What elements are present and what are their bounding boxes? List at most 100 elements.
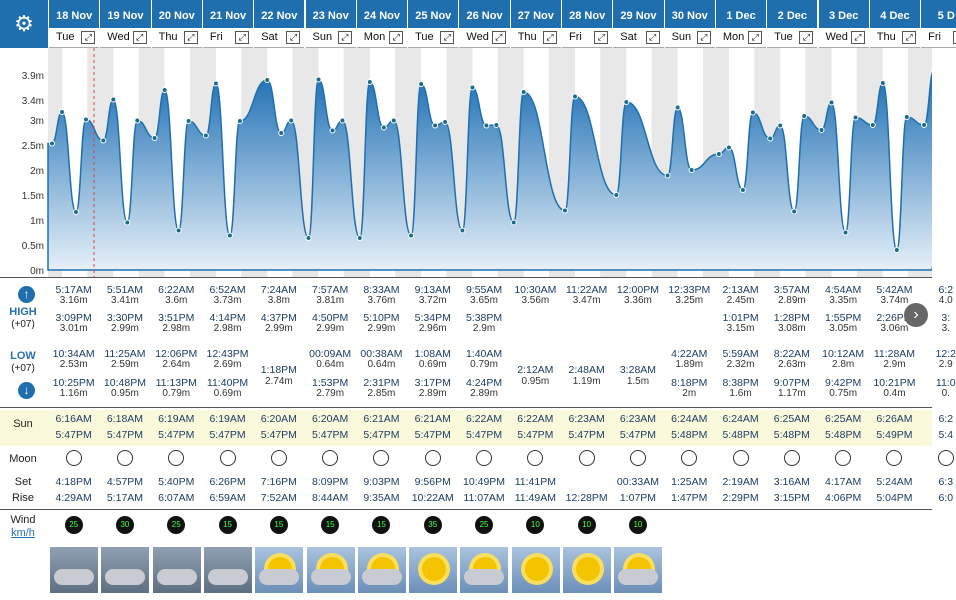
scroll-down-icon[interactable]: ↓ xyxy=(18,382,35,399)
day-date: 21 Nov xyxy=(202,0,254,32)
low2-value: 10:21PM xyxy=(873,377,916,389)
moonset-label: Set xyxy=(14,476,32,488)
tide-point xyxy=(903,114,910,120)
day-header[interactable]: 28 Nov Fri ⤢ xyxy=(561,0,613,48)
day-header[interactable]: 20 Nov Thu ⤢ xyxy=(150,0,202,48)
low1-value: 2:48AM xyxy=(568,364,605,376)
low2-value: 4:24PM xyxy=(465,377,503,389)
weather-icon xyxy=(152,547,201,593)
tide-point xyxy=(520,89,527,95)
hh1-value: 3.73m xyxy=(213,295,242,306)
tide-point xyxy=(725,144,732,151)
lh1-value: 2.8m xyxy=(832,359,855,370)
moon-phase-icon xyxy=(527,450,544,466)
hh1-value: 2.89m xyxy=(777,295,806,306)
expand-icon[interactable]: ⤢ xyxy=(902,31,917,44)
expand-icon[interactable]: ⤢ xyxy=(337,31,352,44)
tide-point xyxy=(674,104,681,111)
weather-icon xyxy=(563,547,611,593)
tide-point xyxy=(236,118,243,124)
expand-icon[interactable]: ⤢ xyxy=(953,31,956,44)
day-header[interactable]: 25 Nov Tue ⤢ xyxy=(407,0,459,48)
day-header[interactable]: 19 Nov Wed ⤢ xyxy=(99,0,151,48)
high1-value: 10:30AM xyxy=(514,284,557,296)
day-header[interactable]: 22 Nov Sat ⤢ xyxy=(253,0,305,48)
mrise-value: 6:0 xyxy=(938,492,954,504)
day-header[interactable]: 30 Nov Sun ⤢ xyxy=(663,0,715,48)
mrise-value: 11:49AM xyxy=(514,492,556,504)
set-value: 5:47PM xyxy=(568,429,605,441)
day-header[interactable]: 26 Nov Wed ⤢ xyxy=(458,0,510,48)
hh1-value: 3.81m xyxy=(316,295,345,306)
low2-value: 3:17PM xyxy=(414,377,451,389)
y-tick-label: 3.9m xyxy=(22,71,44,82)
weather-icon xyxy=(50,547,98,593)
expand-icon[interactable]: ⤢ xyxy=(645,31,660,44)
expand-icon[interactable]: ⤢ xyxy=(491,31,506,44)
day-date: 26 Nov xyxy=(459,0,510,32)
lh1-value: 0.79m xyxy=(470,359,498,370)
mset-value: 9:03PM xyxy=(363,476,400,488)
wind-arrow-icon: 10 xyxy=(526,516,545,534)
hh1-value: 3.6m xyxy=(165,295,188,306)
expand-icon[interactable]: ⤢ xyxy=(389,31,404,44)
expand-icon[interactable]: ⤢ xyxy=(799,31,814,44)
lh2-value: 1.16m xyxy=(59,388,88,399)
weather-icon xyxy=(409,547,458,593)
tide-point xyxy=(418,81,425,87)
high1-value: 12:00PM xyxy=(616,284,659,296)
tide-point xyxy=(264,77,271,83)
expand-icon[interactable]: ⤢ xyxy=(286,31,301,44)
wind-unit-link[interactable]: km/h xyxy=(11,527,35,539)
day-header[interactable]: 21 Nov Fri ⤢ xyxy=(201,0,254,48)
hh1-value: 3.47m xyxy=(572,295,601,306)
rise-value: 6:20AM xyxy=(312,413,349,425)
tide-point xyxy=(493,122,500,128)
expand-icon[interactable]: ⤢ xyxy=(235,31,250,44)
day-header[interactable]: 2 Dec Tue ⤢ xyxy=(766,0,818,48)
mset-value: 6:3 xyxy=(938,476,954,488)
scroll-right-icon[interactable]: › xyxy=(904,303,928,327)
tide-point xyxy=(432,122,439,129)
low1-value: 12:2 xyxy=(935,348,956,360)
moon-phase-icon xyxy=(65,450,82,466)
expand-icon[interactable]: ⤢ xyxy=(594,31,609,44)
moon-phase-icon xyxy=(270,450,287,466)
expand-icon[interactable]: ⤢ xyxy=(696,31,711,44)
high1-value: 6:52AM xyxy=(209,284,246,296)
tide-point xyxy=(562,207,568,214)
expand-icon[interactable]: ⤢ xyxy=(440,31,455,44)
day-header[interactable]: 24 Nov Mon ⤢ xyxy=(355,0,408,48)
wind-arrow-icon: 15 xyxy=(218,516,237,534)
day-header[interactable]: 4 Dec Thu ⤢ xyxy=(868,0,921,48)
settings-gear-icon[interactable]: ⚙ xyxy=(0,0,48,48)
expand-icon[interactable]: ⤢ xyxy=(81,31,96,44)
low2-value: 1:18PM xyxy=(260,364,297,376)
day-date: 2 Dec xyxy=(767,0,818,32)
expand-icon[interactable]: ⤢ xyxy=(132,31,147,44)
high2-value: 1:55PM xyxy=(825,312,862,324)
hh1-value: 4.0 xyxy=(938,295,953,306)
low2-value: 1:53PM xyxy=(312,377,349,389)
expand-icon[interactable]: ⤢ xyxy=(183,31,198,44)
day-header[interactable]: 29 Nov Sat ⤢ xyxy=(612,0,664,48)
scroll-up-icon[interactable]: ↑ xyxy=(18,286,35,303)
hh1-value: 2.45m xyxy=(726,295,755,306)
rise-value: 6:19AM xyxy=(209,413,246,425)
day-header[interactable]: 23 Nov Sun ⤢ xyxy=(304,0,356,48)
lh2-value: 0.79m xyxy=(162,388,191,399)
day-header[interactable]: 18 Nov Tue ⤢ xyxy=(48,0,100,48)
hh2-value: 2.98m xyxy=(162,323,191,334)
tide-point xyxy=(828,99,835,106)
hh1-value: 3.35m xyxy=(829,295,858,306)
expand-icon[interactable]: ⤢ xyxy=(748,31,763,44)
expand-icon[interactable]: ⤢ xyxy=(542,31,557,44)
day-header[interactable]: 1 Dec Mon ⤢ xyxy=(714,0,767,48)
day-header[interactable]: 3 Dec Wed ⤢ xyxy=(817,0,869,48)
day-header[interactable]: 27 Nov Thu ⤢ xyxy=(509,0,561,48)
expand-icon[interactable]: ⤢ xyxy=(850,31,865,44)
mset-value: 4:57PM xyxy=(106,476,144,488)
lh1-value: 2.69m xyxy=(213,359,242,370)
y-tick-label: 1.5m xyxy=(22,191,44,202)
